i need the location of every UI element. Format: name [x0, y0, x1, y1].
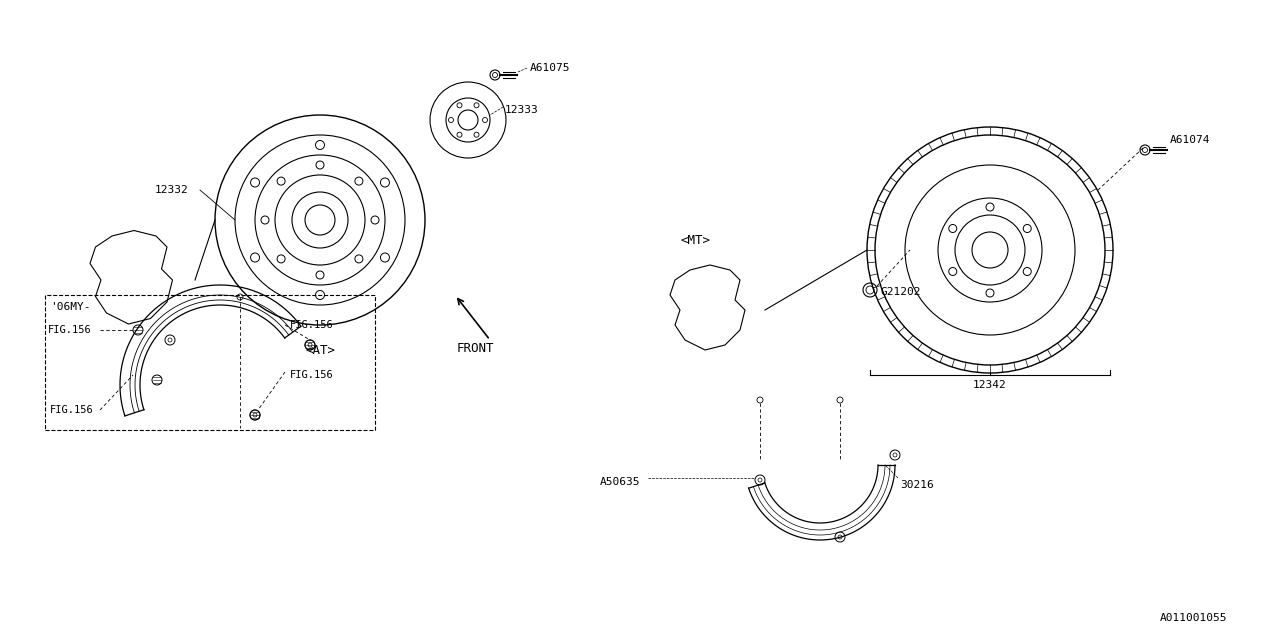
Text: 30216: 30216 [900, 480, 933, 490]
Text: FIG.156: FIG.156 [291, 320, 334, 330]
Text: 12332: 12332 [155, 185, 188, 195]
Text: FRONT: FRONT [456, 342, 494, 355]
Text: FIG.156: FIG.156 [291, 370, 334, 380]
Text: G21202: G21202 [881, 287, 920, 297]
Text: 12342: 12342 [973, 380, 1007, 390]
Bar [45, 295, 375, 430]
Text: <MT>: <MT> [680, 234, 710, 246]
Text: A61074: A61074 [1170, 135, 1211, 145]
Text: '06MY-: '06MY- [50, 302, 91, 312]
Text: A61075: A61075 [530, 63, 571, 73]
Text: <AT>: <AT> [305, 344, 335, 356]
Text: FIG.156: FIG.156 [50, 405, 93, 415]
Text: 12333: 12333 [506, 105, 539, 115]
Text: A011001055: A011001055 [1160, 613, 1228, 623]
Text: A50635: A50635 [600, 477, 640, 487]
Text: FIG.156: FIG.156 [49, 325, 92, 335]
